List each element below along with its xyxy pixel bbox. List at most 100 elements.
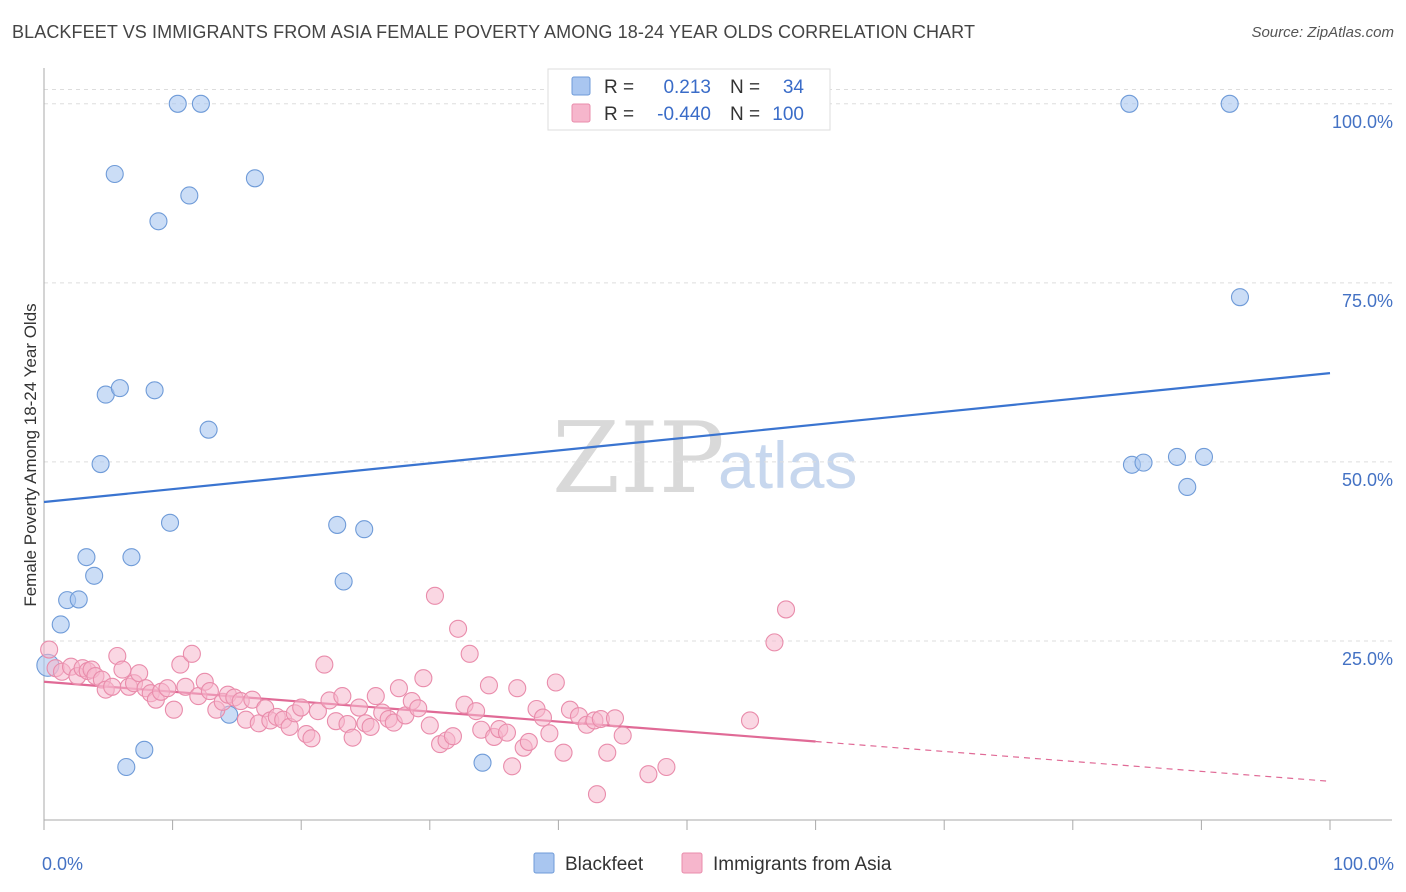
blackfeet-point — [69, 590, 88, 609]
immigrants-point — [130, 664, 149, 683]
immigrants-point — [366, 687, 385, 706]
immigrants-points — [40, 586, 796, 804]
legend-n-value-1: 34 — [783, 77, 805, 98]
immigrants-point — [292, 698, 311, 717]
source-label: Source: ZipAtlas.com — [1251, 24, 1394, 41]
blackfeet-point — [199, 420, 218, 439]
blackfeet-point — [355, 520, 374, 539]
immigrants-point — [182, 644, 201, 663]
immigrants-point — [479, 676, 499, 695]
immigrants-point — [639, 765, 658, 784]
blackfeet-point — [91, 455, 110, 474]
blackfeet-point — [1230, 288, 1250, 307]
x-tick-label: 0.0% — [42, 854, 83, 874]
blackfeet-point — [245, 169, 264, 188]
blackfeet-point — [328, 515, 347, 534]
immigrants-point — [389, 679, 408, 698]
immigrants-point — [657, 757, 676, 777]
immigrants-point — [315, 655, 334, 674]
immigrants-point — [103, 677, 122, 696]
blackfeet-point — [191, 94, 210, 113]
blackfeet-point — [110, 379, 129, 398]
immigrants-point — [171, 655, 190, 674]
stats-legend: R = 0.213 N = 34 R = -0.440 N = 100 — [547, 68, 831, 131]
immigrants-point — [164, 700, 183, 719]
bottom-legend-label-blackfeet: Blackfeet — [565, 854, 644, 875]
immigrants-point — [508, 679, 527, 698]
immigrants-point — [740, 711, 760, 730]
immigrants-point — [467, 702, 486, 721]
immigrants-point — [533, 708, 553, 727]
y-tick-label: 50.0% — [1342, 470, 1393, 490]
bottom-legend-label-immigrants: Immigrants from Asia — [713, 854, 892, 875]
legend-n-label-1: N = — [730, 77, 760, 98]
immigrants-point — [409, 699, 428, 718]
blackfeet-point — [1178, 477, 1197, 497]
watermark-zip: ZIP — [552, 402, 725, 516]
immigrants-point — [113, 660, 132, 679]
blackfeet-point — [105, 164, 124, 184]
blackfeet-point — [85, 566, 104, 585]
blackfeet-trend-line — [43, 372, 1331, 504]
blackfeet-point — [1167, 447, 1187, 466]
immigrants-point — [449, 619, 468, 638]
gridlines — [44, 88, 1392, 642]
blackfeet-point — [1134, 453, 1153, 472]
legend-swatch-immigrants — [571, 103, 591, 123]
x-tick-label: 100.0% — [1333, 854, 1394, 874]
immigrants-point — [243, 690, 262, 709]
immigrants-point — [497, 723, 517, 742]
immigrants-point — [443, 727, 462, 746]
immigrants-point — [176, 677, 195, 696]
immigrants-point — [420, 716, 439, 735]
blackfeet-point — [473, 753, 492, 772]
immigrants-point — [200, 682, 219, 701]
blackfeet-point — [1220, 94, 1239, 113]
watermark-atlas: atlas — [718, 428, 857, 502]
blackfeet-point — [149, 212, 168, 231]
immigrants-point — [776, 600, 796, 619]
legend-r-value-2: -0.440 — [657, 104, 711, 125]
immigrants-point — [540, 724, 559, 743]
bottom-legend-swatch-blackfeet — [533, 852, 555, 874]
immigrants-point — [503, 757, 522, 776]
immigrants-point — [519, 732, 538, 751]
series-legend: Blackfeet Immigrants from Asia — [533, 852, 892, 875]
immigrants-point — [308, 702, 327, 721]
immigrants-point — [605, 709, 625, 728]
bottom-legend-swatch-immigrants — [681, 852, 703, 874]
immigrants-point — [613, 726, 632, 745]
blackfeet-point — [145, 381, 164, 400]
blackfeet-point — [117, 757, 136, 777]
y-axis-label: Female Poverty Among 18-24 Year Olds — [21, 303, 40, 606]
legend-n-value-2: 100 — [772, 104, 804, 125]
chart-title: BLACKFEET VS IMMIGRANTS FROM ASIA FEMALE… — [12, 22, 976, 42]
x-tick-labels: 0.0% 100.0% — [42, 854, 1394, 874]
immigrants-point — [460, 644, 479, 663]
legend-r-label-1: R = — [604, 77, 634, 98]
immigrants-point — [598, 743, 617, 762]
legend-r-value-1: 0.213 — [663, 77, 711, 98]
y-tick-label: 25.0% — [1342, 649, 1393, 669]
immigrants-point — [765, 633, 784, 652]
blackfeet-point — [1194, 447, 1214, 466]
blackfeet-point — [122, 548, 141, 567]
blackfeet-point — [160, 513, 180, 532]
blackfeet-point — [180, 186, 199, 205]
legend-swatch-blackfeet — [571, 76, 591, 96]
immigrants-point — [350, 698, 369, 717]
immigrants-point — [587, 785, 607, 804]
immigrants-point — [546, 673, 565, 692]
blackfeet-point — [77, 548, 96, 567]
blackfeet-point — [51, 615, 70, 634]
legend-n-label-2: N = — [730, 104, 760, 125]
immigrants-point — [554, 743, 573, 762]
immigrants-point — [343, 728, 362, 747]
blackfeet-point — [135, 740, 154, 759]
immigrants-point — [361, 717, 380, 736]
blackfeet-point — [168, 94, 187, 113]
immigrants-trend-extension — [815, 740, 1331, 782]
legend-r-label-2: R = — [604, 104, 634, 125]
blackfeet-point — [334, 572, 353, 591]
